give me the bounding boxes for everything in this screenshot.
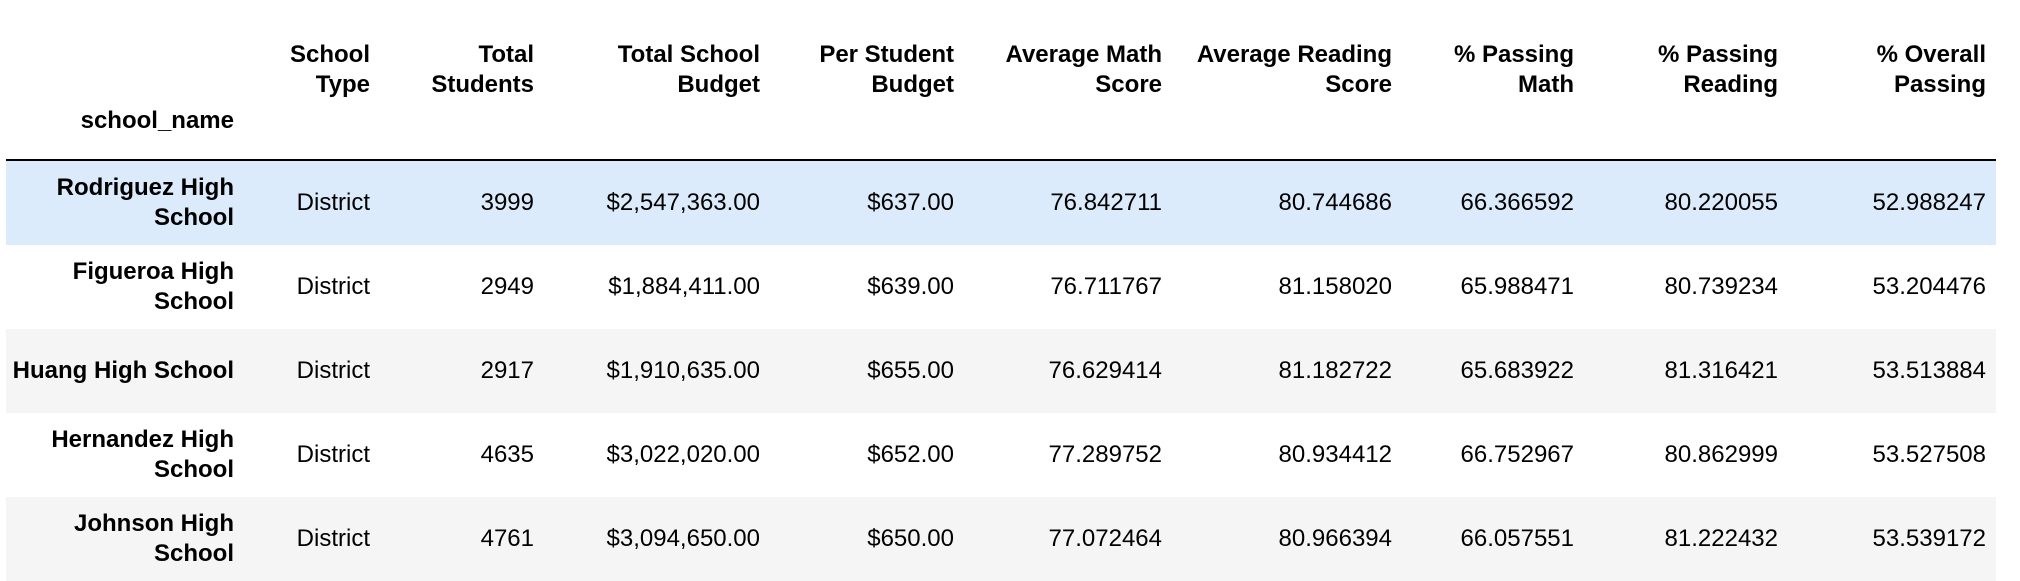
header-school-type: School Type [289, 41, 370, 98]
cell-average-reading-score: 81.158020 [1278, 273, 1392, 300]
cell-average-math-score: 77.289752 [1048, 441, 1162, 468]
header-total-school-budget: Total School Budget [617, 41, 760, 98]
cell-percent-passing-reading: 81.222432 [1664, 525, 1778, 552]
cell-percent-overall-passing: 53.204476 [1872, 273, 1986, 300]
index-name-header: school_name [6, 106, 244, 161]
index-blank [244, 106, 380, 161]
cell-average-reading-score: 80.744686 [1278, 189, 1392, 216]
header-blank [6, 0, 244, 106]
cell-percent-overall-passing: 53.513884 [1872, 357, 1986, 384]
table-body: Rodriguez High School District 3999 $2,5… [6, 160, 1996, 581]
cell-average-math-score: 76.711767 [1050, 273, 1162, 300]
header-average-math-score: Average Math Score [1005, 41, 1163, 98]
cell-average-reading-score: 80.934412 [1278, 441, 1392, 468]
cell-total-students: 4635 [480, 441, 534, 468]
header-percent-passing-math: % Passing Math [1453, 41, 1574, 98]
index-blank [770, 106, 964, 161]
header-average-reading-score: Average Reading Score [1196, 41, 1392, 98]
cell-percent-passing-math: 66.366592 [1460, 189, 1574, 216]
column-header-row: School Type Total Students Total School … [6, 0, 1996, 106]
cell-percent-overall-passing: 53.539172 [1872, 525, 1986, 552]
header-percent-overall-passing: % Overall Passing [1876, 41, 1986, 98]
cell-total-school-budget: $2,547,363.00 [606, 189, 760, 216]
cell-total-school-budget: $1,884,411.00 [608, 273, 760, 300]
cell-school-type: District [296, 441, 370, 468]
index-blank [380, 106, 544, 161]
row-school-name: Figueroa High School [72, 258, 234, 315]
index-header-row: school_name [6, 106, 1996, 161]
index-blank [544, 106, 770, 161]
cell-school-type: District [296, 357, 370, 384]
header-total-students: Total Students [431, 41, 534, 98]
cell-per-student-budget: $639.00 [867, 273, 954, 300]
cell-per-student-budget: $650.00 [867, 525, 954, 552]
cell-average-math-score: 76.629414 [1048, 357, 1162, 384]
row-school-name: Rodriguez High School [56, 174, 234, 231]
table-row: Rodriguez High School District 3999 $2,5… [6, 160, 1996, 245]
header-per-student-budget: Per Student Budget [819, 41, 954, 98]
cell-percent-passing-math: 66.057551 [1460, 525, 1574, 552]
cell-per-student-budget: $655.00 [867, 357, 954, 384]
table-header: School Type Total Students Total School … [6, 0, 1996, 161]
cell-average-reading-score: 80.966394 [1278, 525, 1392, 552]
cell-total-students: 3999 [480, 189, 534, 216]
cell-total-school-budget: $3,022,020.00 [606, 441, 760, 468]
index-blank [1172, 106, 1402, 161]
row-school-name: Hernandez High School [51, 426, 234, 483]
cell-total-students: 4761 [480, 525, 534, 552]
table-row: Johnson High School District 4761 $3,094… [6, 497, 1996, 581]
cell-total-school-budget: $1,910,635.00 [606, 357, 760, 384]
cell-percent-overall-passing: 52.988247 [1872, 189, 1986, 216]
cell-average-reading-score: 81.182722 [1278, 357, 1392, 384]
cell-school-type: District [296, 525, 370, 552]
row-school-name: Huang High School [12, 357, 234, 384]
cell-percent-passing-reading: 80.220055 [1664, 189, 1778, 216]
cell-percent-passing-math: 65.988471 [1460, 273, 1574, 300]
header-percent-passing-reading: % Passing Reading [1657, 41, 1778, 98]
table-row: Hernandez High School District 4635 $3,0… [6, 413, 1996, 497]
cell-percent-passing-reading: 80.862999 [1664, 441, 1778, 468]
cell-per-student-budget: $652.00 [867, 441, 954, 468]
cell-school-type: District [296, 189, 370, 216]
cell-percent-passing-math: 66.752967 [1460, 441, 1574, 468]
index-blank [1584, 106, 1788, 161]
table-row: Figueroa High School District 2949 $1,88… [6, 245, 1996, 329]
row-school-name: Johnson High School [74, 510, 234, 567]
cell-percent-passing-math: 65.683922 [1460, 357, 1574, 384]
cell-total-students: 2917 [480, 357, 534, 384]
cell-per-student-budget: $637.00 [867, 189, 954, 216]
index-blank [964, 106, 1172, 161]
cell-percent-overall-passing: 53.527508 [1872, 441, 1986, 468]
cell-school-type: District [296, 273, 370, 300]
cell-total-school-budget: $3,094,650.00 [606, 525, 760, 552]
cell-total-students: 2949 [480, 273, 534, 300]
cell-percent-passing-reading: 81.316421 [1664, 357, 1778, 384]
cell-average-math-score: 76.842711 [1050, 189, 1162, 216]
school-summary-table: School Type Total Students Total School … [6, 0, 1996, 581]
index-blank [1788, 106, 1996, 161]
index-blank [1402, 106, 1584, 161]
cell-average-math-score: 77.072464 [1048, 525, 1162, 552]
table-row: Huang High School District 2917 $1,910,6… [6, 329, 1996, 413]
dataframe-container: School Type Total Students Total School … [6, 0, 1996, 581]
cell-percent-passing-reading: 80.739234 [1664, 273, 1778, 300]
